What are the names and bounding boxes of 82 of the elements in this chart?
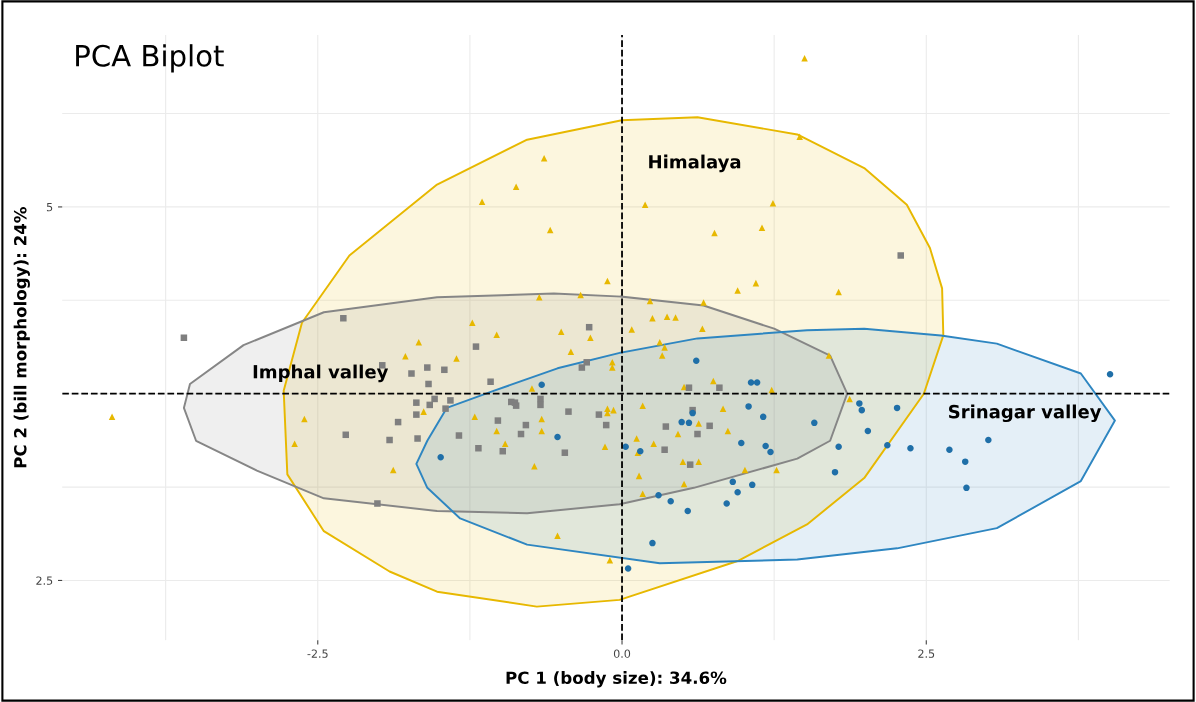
point — [856, 400, 863, 407]
point — [747, 379, 755, 386]
point — [897, 252, 904, 259]
point — [678, 418, 685, 426]
point — [624, 565, 632, 572]
point — [961, 458, 969, 465]
point — [442, 405, 449, 412]
point — [831, 468, 839, 476]
point — [374, 500, 381, 507]
point — [716, 384, 723, 391]
point — [734, 489, 741, 496]
point — [386, 436, 393, 444]
point — [554, 433, 561, 441]
point — [835, 443, 842, 450]
point — [649, 539, 656, 547]
point — [706, 422, 713, 430]
point — [661, 446, 668, 453]
point — [685, 384, 693, 391]
point — [811, 419, 818, 427]
point — [655, 492, 662, 499]
y-tick-label: 5 — [46, 203, 53, 212]
point — [745, 403, 752, 410]
point — [499, 447, 507, 455]
point — [662, 423, 670, 430]
point — [759, 413, 767, 421]
point — [583, 359, 590, 366]
point — [985, 436, 992, 444]
point — [767, 448, 774, 456]
point — [431, 395, 438, 403]
point — [762, 442, 769, 450]
point — [864, 427, 872, 435]
point — [595, 411, 603, 418]
point — [963, 484, 970, 492]
point — [893, 404, 901, 412]
point — [180, 334, 188, 341]
point — [723, 500, 730, 507]
x-tick-label: -2.5 — [307, 649, 328, 658]
x-axis-title: PC 1 (body size): 34.6% — [506, 671, 727, 688]
point — [437, 453, 444, 461]
point — [565, 408, 572, 415]
point — [472, 343, 480, 350]
point — [622, 443, 629, 450]
point — [685, 419, 693, 427]
point — [426, 401, 433, 409]
chart-title: PCA Biplot — [76, 44, 224, 73]
point — [408, 370, 415, 377]
point — [447, 397, 454, 404]
point — [455, 432, 463, 439]
point — [686, 461, 694, 468]
point — [475, 444, 482, 452]
point — [441, 366, 448, 374]
point — [578, 364, 586, 371]
x-tick-label: 0.0 — [613, 649, 631, 658]
annotation: Srinagar valley — [949, 404, 1102, 423]
point — [413, 399, 420, 406]
point — [694, 430, 701, 438]
point — [494, 417, 502, 424]
point — [667, 498, 674, 505]
point — [684, 507, 691, 515]
point — [748, 481, 756, 489]
x-tick-label: 2.5 — [918, 649, 935, 658]
point — [858, 406, 866, 414]
point — [537, 395, 544, 403]
point — [1106, 371, 1114, 378]
point — [729, 478, 737, 486]
point — [884, 441, 891, 449]
point — [414, 435, 421, 442]
point — [946, 446, 953, 453]
point — [753, 379, 761, 386]
point — [425, 380, 432, 388]
point — [738, 439, 745, 447]
point — [487, 378, 494, 385]
point — [413, 411, 420, 418]
point — [340, 314, 347, 322]
point — [538, 381, 545, 388]
annotation: Himalaya — [649, 154, 741, 173]
point — [693, 357, 700, 365]
point — [561, 449, 569, 456]
y-axis-title: PC 2 (bill morphology): 24% — [13, 207, 30, 468]
point — [537, 401, 544, 409]
point — [907, 444, 914, 452]
point — [424, 364, 431, 371]
